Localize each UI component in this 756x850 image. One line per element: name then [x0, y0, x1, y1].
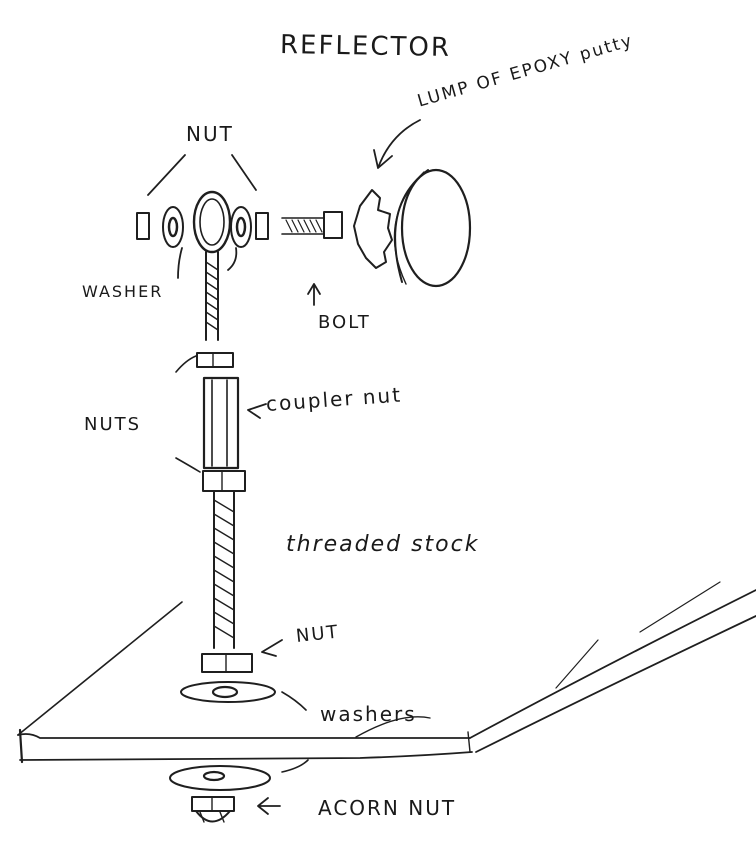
- underside-washer: [169, 765, 271, 791]
- acorn-nut: [191, 796, 235, 823]
- bolt-label: BOLT: [318, 312, 371, 333]
- acorn-nut-label: ACORN NUT: [318, 796, 457, 820]
- nuts-label: NUTS: [84, 414, 142, 435]
- washer-pointers: [177, 247, 238, 279]
- epoxy-putty-lump: [353, 189, 393, 269]
- washers-pointers: [281, 691, 309, 773]
- title-label: REFLECTOR: [279, 30, 452, 63]
- washers-label: washers: [320, 702, 417, 726]
- nut-top-label: NUT: [186, 122, 234, 146]
- bottom-nut: [201, 653, 253, 673]
- epoxy-arrow: [373, 119, 421, 169]
- nut-top-pointers: [147, 154, 257, 196]
- bolt-arrow: [307, 283, 321, 306]
- eyebolt-nuts-washers: [136, 206, 269, 248]
- reflector-disc: [393, 168, 472, 288]
- nuts-bracket: [175, 355, 201, 473]
- threaded-stock: [213, 491, 235, 649]
- top-washer: [180, 681, 276, 703]
- board: [17, 581, 756, 764]
- nut-lower-arrow: [261, 639, 283, 657]
- coupler-arrow: [247, 403, 267, 419]
- bolt-part: [281, 211, 343, 239]
- acorn-arrow: [257, 797, 281, 815]
- washer-label: WASHER: [82, 282, 164, 301]
- coupler-assembly: [196, 352, 246, 492]
- threaded-stock-label: threaded stock: [286, 532, 480, 557]
- eye-bolt: [192, 190, 232, 341]
